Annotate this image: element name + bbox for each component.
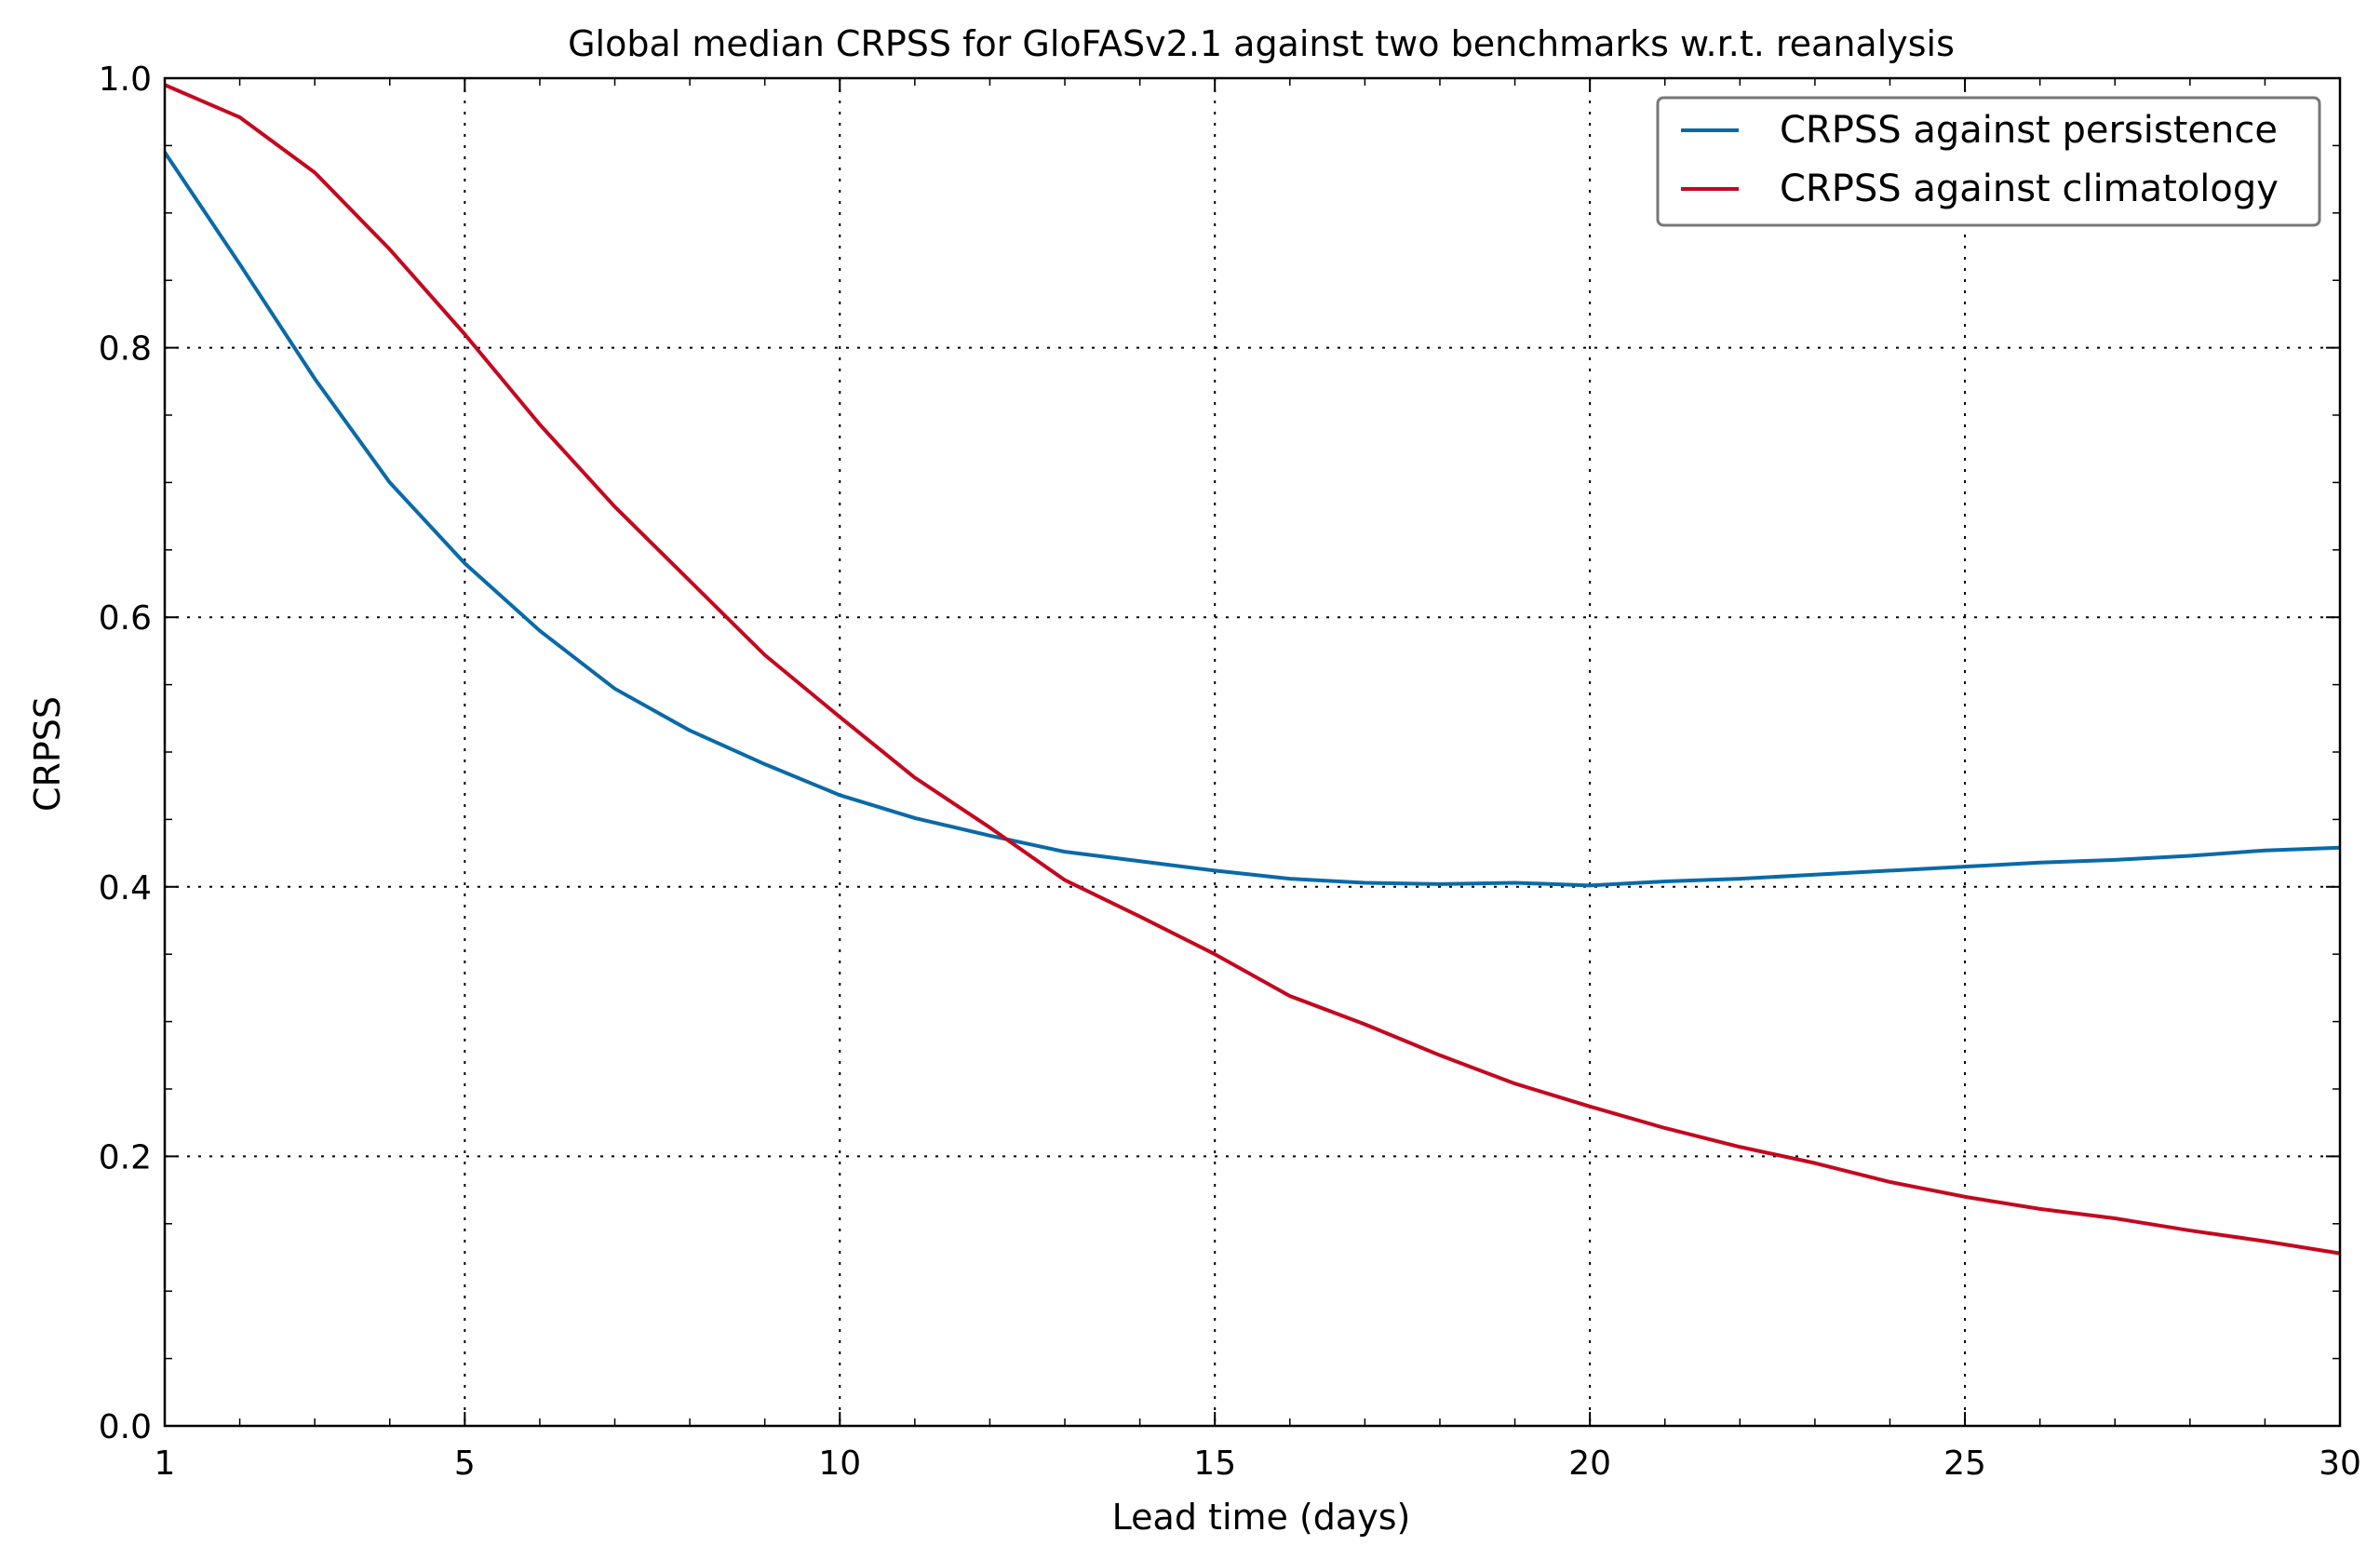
x-axis-title: Lead time (days): [1112, 1497, 1411, 1538]
x-axis-tick-labels: 1 5 10 15 20 25 30: [155, 1445, 2361, 1483]
chart-title: Global median CRPSS for GloFASv2.1 again…: [568, 23, 1955, 64]
legend: CRPSS against persistence CRPSS against …: [1656, 96, 2321, 227]
axis-ticks: [164, 77, 2341, 1427]
y-tick-label: 0.8: [99, 330, 152, 369]
y-axis-tick-labels: 0.0 0.2 0.4 0.6 0.8 1.0: [99, 60, 152, 1446]
y-tick-label: 0.2: [99, 1138, 152, 1176]
y-tick-label: 1.0: [99, 60, 152, 99]
legend-label-persistence: CRPSS against persistence: [1780, 109, 2278, 152]
legend-frame: [1656, 96, 2321, 227]
plot-area-frame: [163, 76, 2342, 1428]
grid: [165, 78, 2340, 1426]
series-line-1: [164, 83, 2341, 1256]
y-tick-label: 0.6: [99, 599, 152, 638]
x-tick-label: 30: [2319, 1445, 2361, 1483]
x-tick-label: 1: [155, 1445, 176, 1483]
y-axis-title: CRPSS: [27, 696, 68, 812]
x-tick-label: 10: [818, 1445, 861, 1483]
series-line-0: [163, 151, 2341, 888]
x-tick-label: 15: [1193, 1445, 1236, 1483]
series-lines: [163, 83, 2341, 1256]
y-tick-label: 0.0: [99, 1408, 152, 1446]
x-tick-label: 20: [1568, 1445, 1611, 1483]
legend-label-climatology: CRPSS against climatology: [1780, 168, 2279, 210]
x-tick-label: 25: [1943, 1445, 1986, 1483]
x-tick-label: 5: [454, 1445, 476, 1483]
y-tick-label: 0.4: [99, 869, 152, 907]
